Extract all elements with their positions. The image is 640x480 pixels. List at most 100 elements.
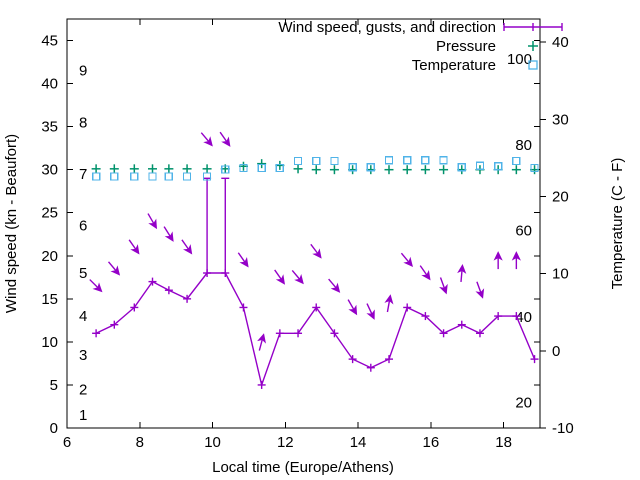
y2-axis-tick-label: 10 [552, 266, 569, 283]
wind-direction-arrow [274, 269, 286, 285]
beaufort-label: 3 [79, 347, 87, 364]
temperature-point [148, 172, 157, 181]
x-axis-tick-label: 12 [277, 434, 294, 451]
temperature-point [312, 156, 321, 166]
beaufort-label: 4 [79, 308, 87, 325]
beaufort-label: 5 [79, 265, 87, 282]
y-axis-tick-label: 45 [41, 33, 58, 50]
wind-direction-arrow [511, 251, 521, 270]
wind-speed-point [130, 303, 139, 312]
y-axis-tick-label: 20 [41, 248, 58, 265]
x-axis-tick-label: 14 [350, 434, 367, 451]
temperature-point [457, 163, 466, 172]
temperature-point [403, 156, 412, 165]
legend-marker-pressure [528, 41, 538, 51]
pressure-point [164, 164, 174, 174]
pressure-point [129, 164, 139, 174]
y-axis-tick-label: 15 [41, 291, 58, 308]
legend-label: Wind speed, gusts, and direction [278, 19, 496, 36]
temperature-point [366, 163, 375, 172]
pressure-point [293, 164, 303, 174]
wind-direction-arrow [89, 279, 103, 293]
wind-speed-point [275, 329, 284, 338]
temperature-point [330, 156, 339, 166]
gust-errorbar [221, 177, 230, 274]
temperature-point [348, 163, 357, 172]
temperature-point [130, 172, 139, 181]
legend-label: Temperature [412, 57, 496, 74]
wind-direction-arrow [493, 251, 503, 270]
wind-direction-arrow [200, 132, 213, 147]
y-axis-tick-label: 30 [41, 162, 58, 179]
wind-speed-point [530, 355, 539, 364]
y-axis-tick-label: 10 [41, 334, 58, 351]
wind-direction-arrow [328, 278, 341, 293]
beaufort-label: 6 [79, 218, 87, 235]
temperature-point [530, 163, 539, 173]
wind-speed-point [385, 355, 394, 364]
pressure-point [420, 165, 430, 175]
y2-axis-tick-label: -10 [552, 420, 574, 437]
fahrenheit-label: 100 [507, 51, 532, 68]
temperature-point [421, 156, 430, 165]
plot-frame [66, 18, 541, 429]
wind-direction-arrow [310, 243, 322, 259]
y2-axis-tick-label: 30 [552, 111, 569, 128]
wind-direction-arrow [163, 226, 174, 242]
y-axis-tick-label: 25 [41, 205, 58, 222]
temperature-point [202, 172, 212, 181]
temperature-point [239, 163, 248, 173]
x-axis-tick-label: 10 [204, 434, 221, 451]
beaufort-label: 1 [79, 407, 87, 424]
pressure-point [182, 164, 192, 174]
x-axis-tick-label: 8 [136, 434, 144, 451]
y-axis-tick-label: 5 [50, 377, 58, 394]
wind-speed-point [294, 329, 303, 338]
pressure-point [311, 165, 321, 175]
wind-speed-point [330, 329, 339, 338]
wind-direction-arrow [147, 213, 158, 230]
temperature-point [293, 156, 303, 166]
wind-direction-arrow [237, 252, 249, 268]
wind-direction-arrow [257, 333, 266, 351]
beaufort-label: 2 [79, 381, 87, 398]
wind-speed-point [475, 329, 484, 338]
wind-speed-point [457, 320, 466, 329]
pressure-point [257, 159, 267, 169]
fahrenheit-label: 60 [515, 222, 532, 239]
pressure-point [329, 165, 339, 175]
wind-direction-arrow [475, 281, 485, 299]
wind-direction-arrow [384, 294, 394, 313]
wind-speed-point [183, 294, 192, 303]
temperature-point [221, 165, 230, 174]
temperature-point [512, 156, 521, 166]
temperature-point [257, 163, 266, 173]
wind-direction-arrow [439, 277, 448, 295]
wind-speed-point [239, 303, 248, 312]
y-axis-title: Wind speed (kn - Beaufort) [3, 134, 20, 313]
pressure-point [202, 164, 212, 174]
temperature-point [164, 172, 174, 181]
wind-speed-point [421, 312, 430, 321]
wind-speed-point [164, 286, 173, 295]
wind-speed-point [92, 329, 101, 338]
temperature-point [275, 163, 285, 173]
gust-errorbar [203, 177, 212, 274]
beaufort-label: 8 [79, 114, 87, 131]
beaufort-label: 7 [79, 166, 87, 183]
temperature-point [384, 156, 394, 165]
beaufort-label: 9 [79, 63, 87, 80]
wind-direction-arrow [128, 239, 140, 255]
wind-direction-arrow [181, 239, 193, 255]
wind-direction-arrow [291, 269, 304, 285]
wind-speed-point [148, 277, 157, 286]
wind-speed-point [403, 303, 412, 312]
wind-speed-point [494, 312, 503, 321]
wind-speed-point [366, 363, 375, 372]
y2-axis-tick-label: 0 [552, 343, 560, 360]
wind-direction-arrow [419, 265, 431, 281]
wind-direction-arrow [107, 261, 121, 276]
temperature-point [494, 162, 503, 171]
wind-direction-arrow [457, 264, 467, 283]
